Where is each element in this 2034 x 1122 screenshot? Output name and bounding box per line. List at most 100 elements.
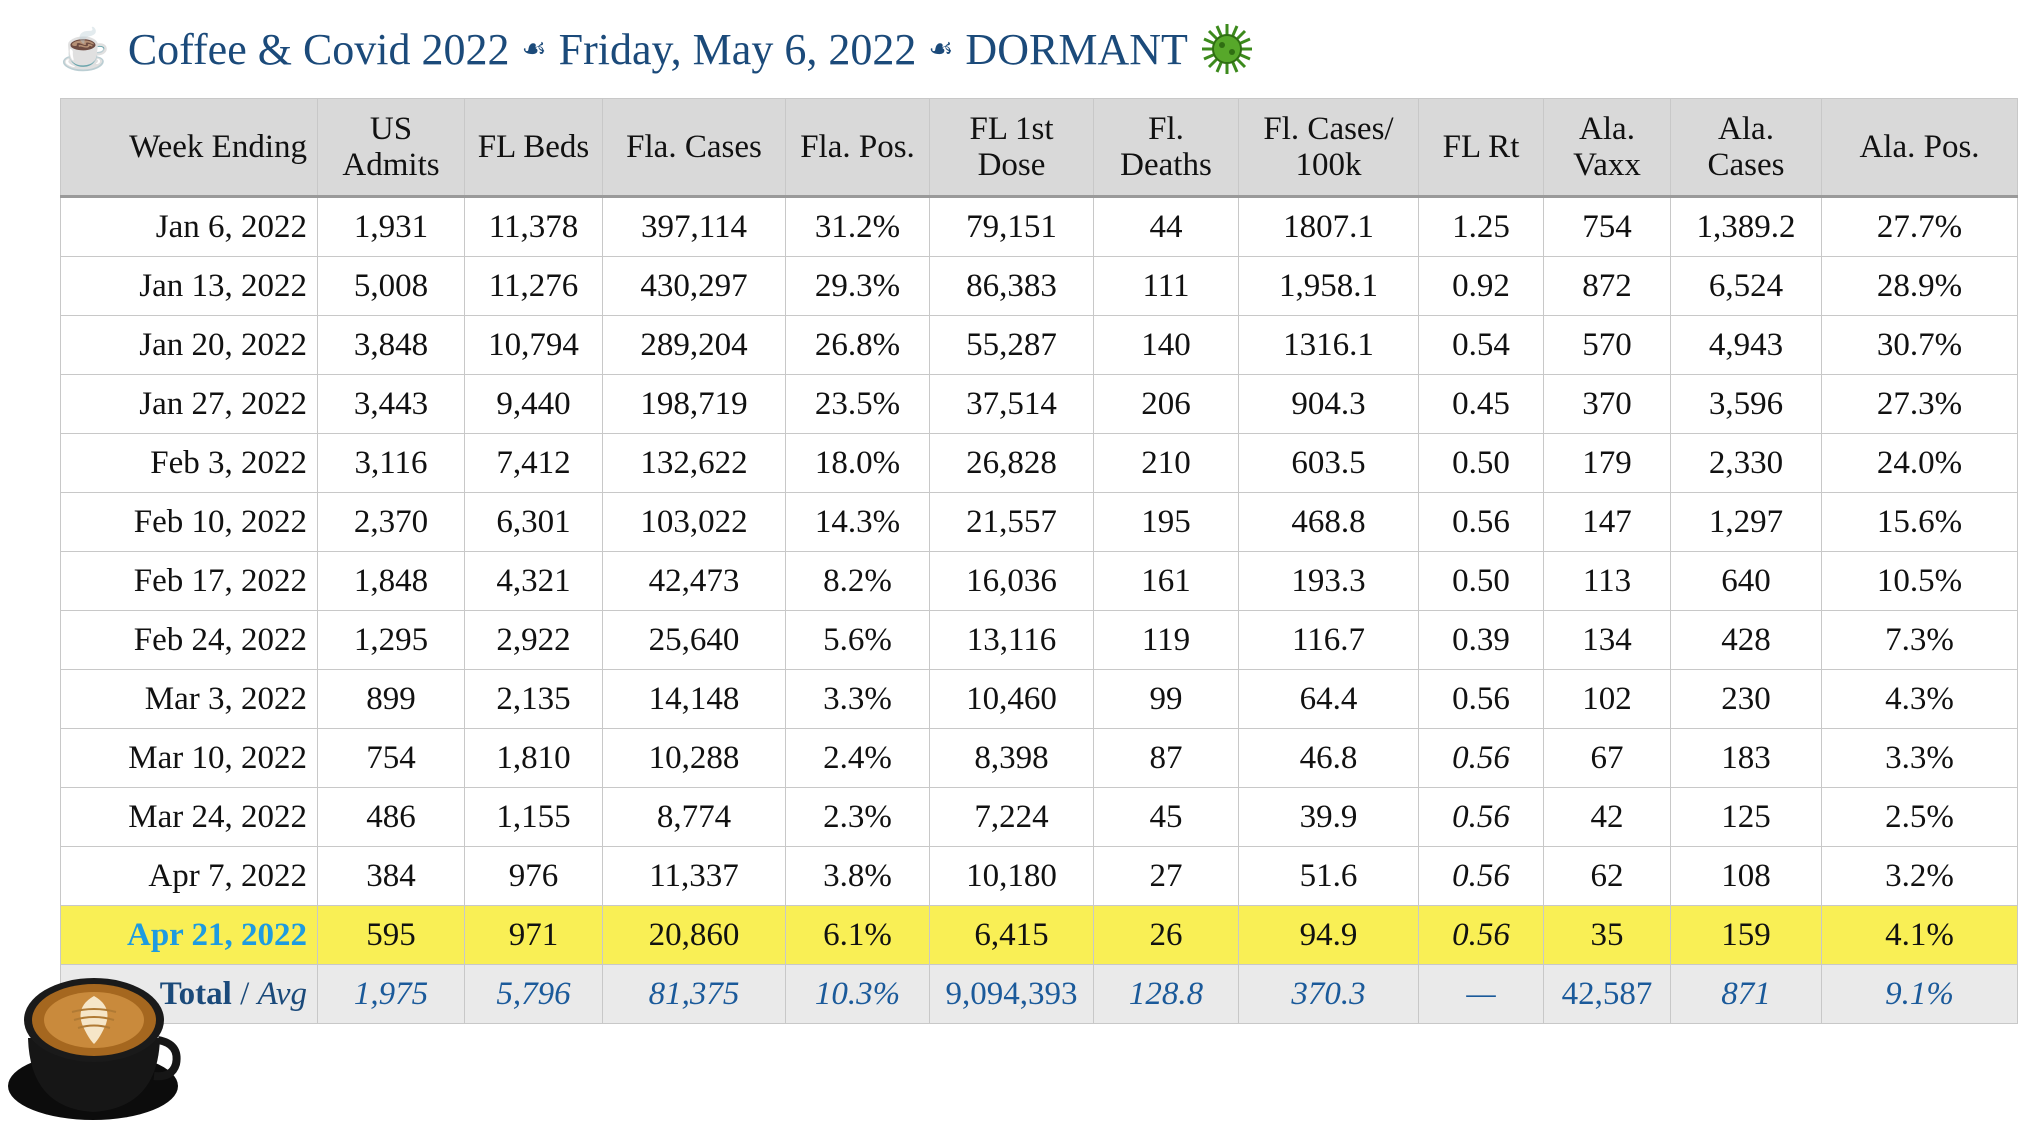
data-cell: 0.56 xyxy=(1418,846,1544,906)
column-header-label: Deaths xyxy=(1120,147,1212,183)
data-cell: 179 xyxy=(1543,433,1671,493)
data-cell: 103,022 xyxy=(602,492,786,552)
data-cell: 210 xyxy=(1093,433,1239,493)
data-cell: 7,224 xyxy=(929,787,1094,847)
data-cell: 46.8 xyxy=(1238,728,1419,788)
data-cell: 570 xyxy=(1543,315,1671,375)
data-cell: 87 xyxy=(1093,728,1239,788)
title-status: DORMANT xyxy=(965,24,1188,74)
data-cell: 2,370 xyxy=(317,492,465,552)
latte-cup-image xyxy=(8,978,181,1120)
data-cell: 3,848 xyxy=(317,315,465,375)
total-cell: 5,796 xyxy=(464,964,603,1024)
table-row: Jan 13, 2022 5,008 11,276 430,297 29.3% 86,38… xyxy=(60,256,2018,316)
table-row: Mar 3, 2022 899 2,135 14,148 3.3% 10,460 99 64.… xyxy=(60,669,2018,729)
table-row: Feb 10, 2022 2,370 6,301 103,022 14.3% 21,557… xyxy=(60,492,2018,552)
data-cell: 42,473 xyxy=(602,551,786,611)
data-cell: 1,389.2 xyxy=(1670,196,1822,257)
data-cell: 899 xyxy=(317,669,465,729)
table-row: Jan 27, 2022 3,443 9,440 198,719 23.5% 37,514… xyxy=(60,374,2018,434)
title-date: Friday, May 6, 2022 xyxy=(558,24,917,74)
week-ending-cell: Apr 21, 2022 xyxy=(60,905,318,965)
data-cell: 2,922 xyxy=(464,610,603,670)
week-ending-cell: Feb 10, 2022 xyxy=(60,492,318,552)
total-cell: 128.8 xyxy=(1093,964,1239,1024)
total-cell: 9,094,393 xyxy=(929,964,1094,1024)
data-cell: 30.7% xyxy=(1821,315,2018,375)
data-cell: 1,958.1 xyxy=(1238,256,1419,316)
data-cell: 31.2% xyxy=(785,196,930,257)
data-cell: 125 xyxy=(1670,787,1822,847)
data-cell: 370 xyxy=(1543,374,1671,434)
data-cell: 27.3% xyxy=(1821,374,2018,434)
data-cell: 55,287 xyxy=(929,315,1094,375)
column-header-label: FL 1st xyxy=(969,111,1054,147)
data-cell: 18.0% xyxy=(785,433,930,493)
data-cell: 62 xyxy=(1543,846,1671,906)
column-header: US Admits xyxy=(317,98,465,198)
data-cell: 64.4 xyxy=(1238,669,1419,729)
data-cell: 8,774 xyxy=(602,787,786,847)
data-cell: 159 xyxy=(1670,905,1822,965)
data-cell: 1,155 xyxy=(464,787,603,847)
total-label-bold: Total xyxy=(159,975,232,1012)
data-cell: 1.25 xyxy=(1418,196,1544,257)
data-cell: 2,135 xyxy=(464,669,603,729)
highlighted-row: Apr 21, 2022 595 971 20,860 6.1% 6,415 26 94.9 0… xyxy=(60,905,2018,965)
data-cell: 198,719 xyxy=(602,374,786,434)
column-header-label: Ala. xyxy=(1718,111,1774,147)
data-cell: 603.5 xyxy=(1238,433,1419,493)
table-body: Jan 6, 2022 1,931 11,378 397,114 31.2% 79,151… xyxy=(60,196,2018,1024)
data-cell: 428 xyxy=(1670,610,1822,670)
data-cell: 6,301 xyxy=(464,492,603,552)
data-cell: 7,412 xyxy=(464,433,603,493)
data-cell: 904.3 xyxy=(1238,374,1419,434)
table-row: Apr 7, 2022 384 976 11,337 3.8% 10,180 27 51.6 0… xyxy=(60,846,2018,906)
data-cell: 2.3% xyxy=(785,787,930,847)
column-header-label: Admits xyxy=(342,147,440,183)
data-cell: 7.3% xyxy=(1821,610,2018,670)
data-cell: 132,622 xyxy=(602,433,786,493)
data-cell: 3.8% xyxy=(785,846,930,906)
column-header-label: Ala. xyxy=(1579,111,1635,147)
data-cell: 23.5% xyxy=(785,374,930,434)
column-header: Fla. Cases xyxy=(602,98,786,198)
data-cell: 26 xyxy=(1093,905,1239,965)
data-cell: 86,383 xyxy=(929,256,1094,316)
data-cell: 754 xyxy=(317,728,465,788)
data-cell: 111 xyxy=(1093,256,1239,316)
column-header: Fl. Cases/100k xyxy=(1238,98,1419,198)
column-header: FL Beds xyxy=(464,98,603,198)
data-cell: 0.56 xyxy=(1418,905,1544,965)
data-cell: 10,794 xyxy=(464,315,603,375)
data-cell: 147 xyxy=(1543,492,1671,552)
data-cell: 28.9% xyxy=(1821,256,2018,316)
total-label-sep: / xyxy=(231,975,258,1012)
data-cell: 45 xyxy=(1093,787,1239,847)
week-ending-cell: Jan 27, 2022 xyxy=(60,374,318,434)
total-cell: 1,975 xyxy=(317,964,465,1024)
column-header: Fla. Pos. xyxy=(785,98,930,198)
data-cell: 119 xyxy=(1093,610,1239,670)
column-header-label: Fl. xyxy=(1148,111,1184,147)
data-cell: 67 xyxy=(1543,728,1671,788)
week-ending-cell: Apr 7, 2022 xyxy=(60,846,318,906)
column-header-label: Fla. Cases xyxy=(626,129,762,165)
data-cell: 289,204 xyxy=(602,315,786,375)
data-cell: 6.1% xyxy=(785,905,930,965)
column-header-label: Fl. Cases/ xyxy=(1263,111,1394,147)
column-header-label: 100k xyxy=(1295,147,1362,183)
data-cell: 1,848 xyxy=(317,551,465,611)
column-header-label: FL Beds xyxy=(477,129,590,165)
column-header-label: Vaxx xyxy=(1573,147,1641,183)
data-cell: 976 xyxy=(464,846,603,906)
data-cell: 640 xyxy=(1670,551,1822,611)
data-cell: 3.3% xyxy=(785,669,930,729)
data-cell: 754 xyxy=(1543,196,1671,257)
table-row: Jan 6, 2022 1,931 11,378 397,114 31.2% 79,151… xyxy=(60,196,2018,257)
data-cell: 0.50 xyxy=(1418,551,1544,611)
week-ending-cell: Feb 24, 2022 xyxy=(60,610,318,670)
total-cell: 10.3% xyxy=(785,964,930,1024)
data-cell: 11,378 xyxy=(464,196,603,257)
fleuron-icon: ☙ xyxy=(521,34,547,65)
